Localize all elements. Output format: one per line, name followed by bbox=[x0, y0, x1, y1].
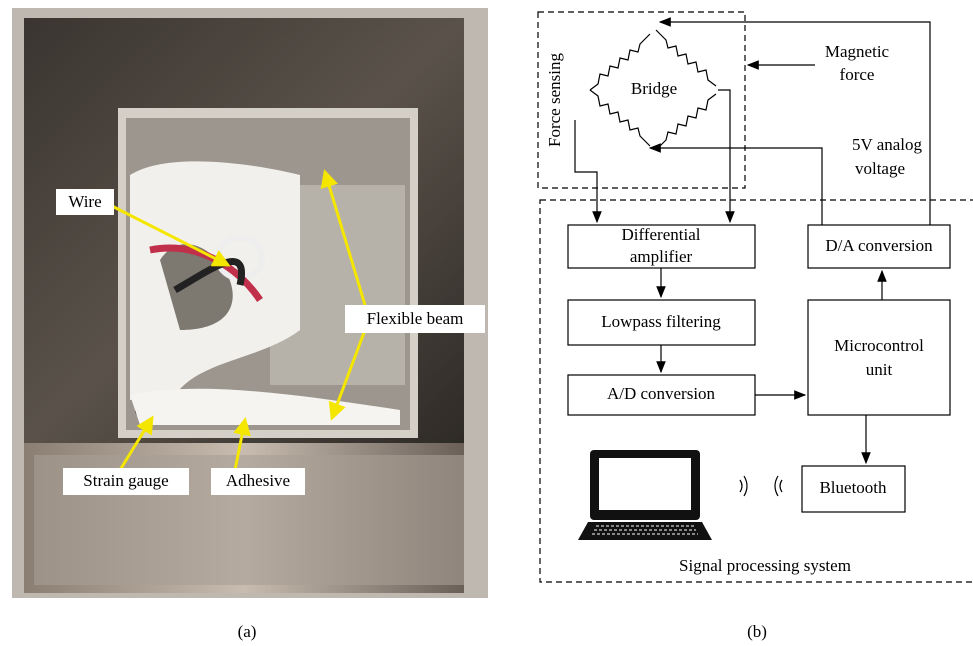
block-label: Bluetooth bbox=[819, 478, 887, 497]
force-sensing-frame bbox=[538, 12, 745, 188]
block-label: unit bbox=[866, 360, 893, 379]
block-label: amplifier bbox=[630, 247, 693, 266]
label: force bbox=[840, 65, 875, 84]
block-label: Lowpass filtering bbox=[601, 312, 721, 331]
label: Force sensing bbox=[545, 53, 564, 147]
laptop-icon bbox=[578, 450, 712, 540]
label: voltage bbox=[855, 159, 905, 178]
bridge-label: Bridge bbox=[631, 79, 677, 98]
figure: Wire Flexible beam Strain gauge Adhesive… bbox=[0, 0, 973, 646]
label: Signal processing system bbox=[679, 556, 851, 575]
label: Wire bbox=[68, 192, 101, 211]
block-label: Microcontrol bbox=[834, 336, 924, 355]
block-label: D/A conversion bbox=[825, 236, 933, 255]
label: Flexible beam bbox=[367, 309, 464, 328]
block-label: A/D conversion bbox=[607, 384, 716, 403]
label: Strain gauge bbox=[83, 471, 168, 490]
block-label: Differential bbox=[622, 225, 701, 244]
caption: (a) bbox=[238, 622, 257, 641]
caption: (b) bbox=[747, 622, 767, 641]
wireless-icon bbox=[740, 476, 782, 496]
photo bbox=[12, 8, 488, 598]
label: Adhesive bbox=[226, 471, 290, 490]
label: 5V analog bbox=[852, 135, 923, 154]
label: Magnetic bbox=[825, 42, 890, 61]
block bbox=[808, 300, 950, 415]
